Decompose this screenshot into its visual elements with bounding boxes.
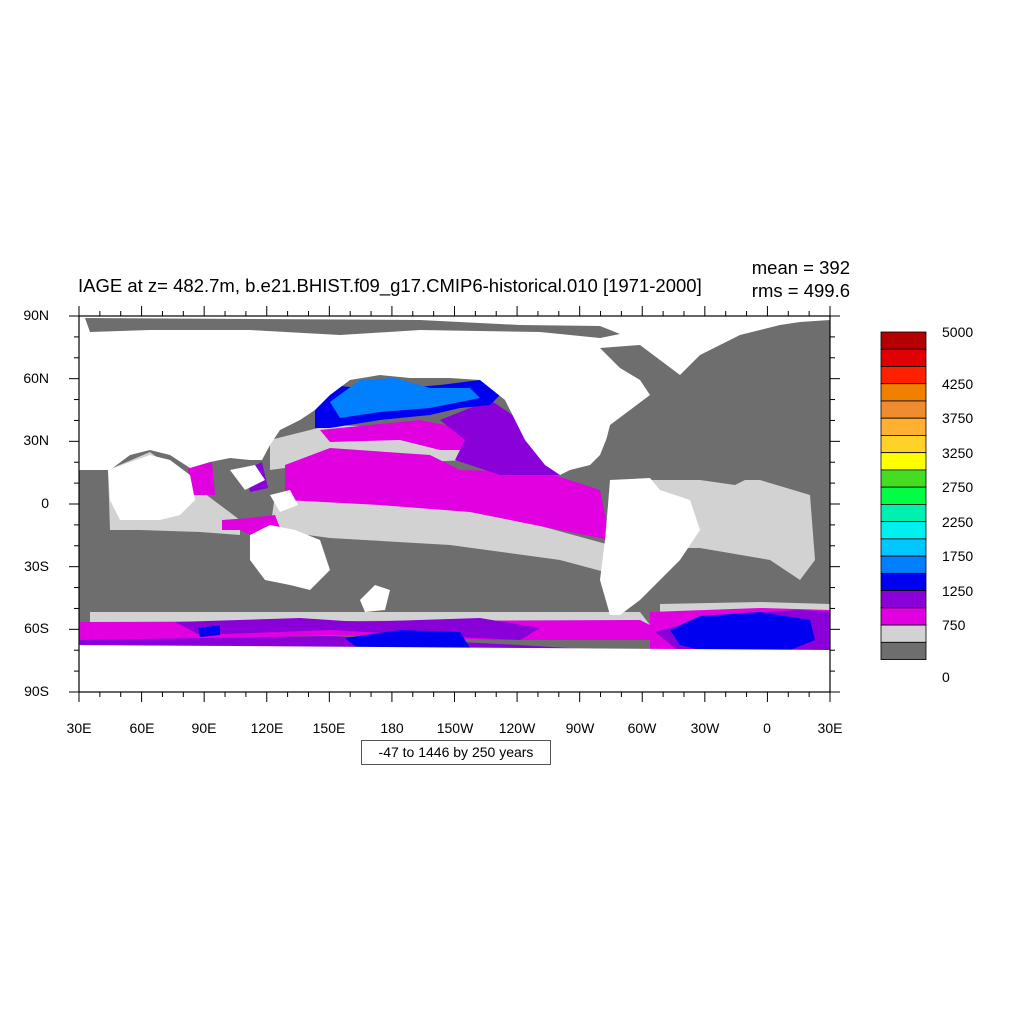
lon-tick-60w: 60W xyxy=(627,720,657,736)
lat-tick-60n: 60N xyxy=(23,370,49,386)
colorbar-label-0: 0 xyxy=(942,669,950,685)
lat-tick-90n: 90N xyxy=(23,307,49,323)
colorbar-box xyxy=(880,590,927,609)
map-field xyxy=(79,316,830,692)
lon-tick-150w: 150W xyxy=(436,720,474,736)
colorbar-label-5000: 5000 xyxy=(942,324,974,340)
colorbar-box xyxy=(880,607,927,626)
colorbar-box xyxy=(880,572,927,591)
colorbar-box xyxy=(880,331,927,350)
colorbar-label-2750: 2750 xyxy=(942,479,974,495)
colorbar-box xyxy=(880,538,927,557)
colorbar-box xyxy=(880,452,927,471)
colorbar-box xyxy=(880,503,927,523)
lon-tick-0: 0 xyxy=(763,720,771,736)
colorbar-box xyxy=(880,348,927,367)
lat-tick-90s: 90S xyxy=(24,683,49,699)
atlantic-deep xyxy=(85,318,830,485)
colorbar xyxy=(880,331,927,660)
colorbar-label-3750: 3750 xyxy=(942,410,974,426)
contour-range-label: -47 to 1446 by 250 years xyxy=(361,740,551,765)
lon-tick-90e: 90E xyxy=(191,720,217,736)
colorbar-box xyxy=(880,486,927,505)
colorbar-box xyxy=(880,383,927,402)
colorbar-box xyxy=(880,435,927,454)
colorbar-box xyxy=(880,555,927,574)
colorbar-label-750: 750 xyxy=(942,617,966,633)
lon-tick-30w: 30W xyxy=(690,720,720,736)
colorbar-box xyxy=(880,521,927,540)
colorbar-box xyxy=(880,624,927,643)
age-band-1250-1500 xyxy=(330,378,480,418)
colorbar-box xyxy=(880,641,927,660)
mean-value: mean = 392 xyxy=(751,257,850,278)
colorbar-box xyxy=(880,469,927,488)
lon-tick-90w: 90W xyxy=(565,720,595,736)
lat-tick-60s: 60S xyxy=(24,620,49,636)
lon-tick-30e-left: 30E xyxy=(66,720,92,736)
rms-value: rms = 499.6 xyxy=(751,280,850,301)
lat-tick-30n: 30N xyxy=(23,432,49,448)
colorbar-label-3250: 3250 xyxy=(942,445,974,461)
lon-tick-180: 180 xyxy=(380,720,404,736)
colorbar-label-2250: 2250 xyxy=(942,514,974,530)
lon-tick-120w: 120W xyxy=(498,720,536,736)
plot-title: IAGE at z= 482.7m, b.e21.BHIST.f09_g17.C… xyxy=(78,275,702,296)
lon-tick-60e: 60E xyxy=(129,720,155,736)
lon-tick-30e-right: 30E xyxy=(817,720,843,736)
map-ticks xyxy=(69,306,840,702)
lon-tick-150e: 150E xyxy=(312,720,346,736)
colorbar-box xyxy=(880,366,927,385)
colorbar-box xyxy=(880,417,927,436)
colorbar-label-4250: 4250 xyxy=(942,376,974,392)
colorbar-box xyxy=(880,400,927,419)
lat-tick-30s: 30S xyxy=(24,558,49,574)
colorbar-label-1250: 1250 xyxy=(942,583,974,599)
lat-tick-0: 0 xyxy=(41,495,49,511)
lon-tick-120e: 120E xyxy=(250,720,284,736)
colorbar-label-1750: 1750 xyxy=(942,548,974,564)
